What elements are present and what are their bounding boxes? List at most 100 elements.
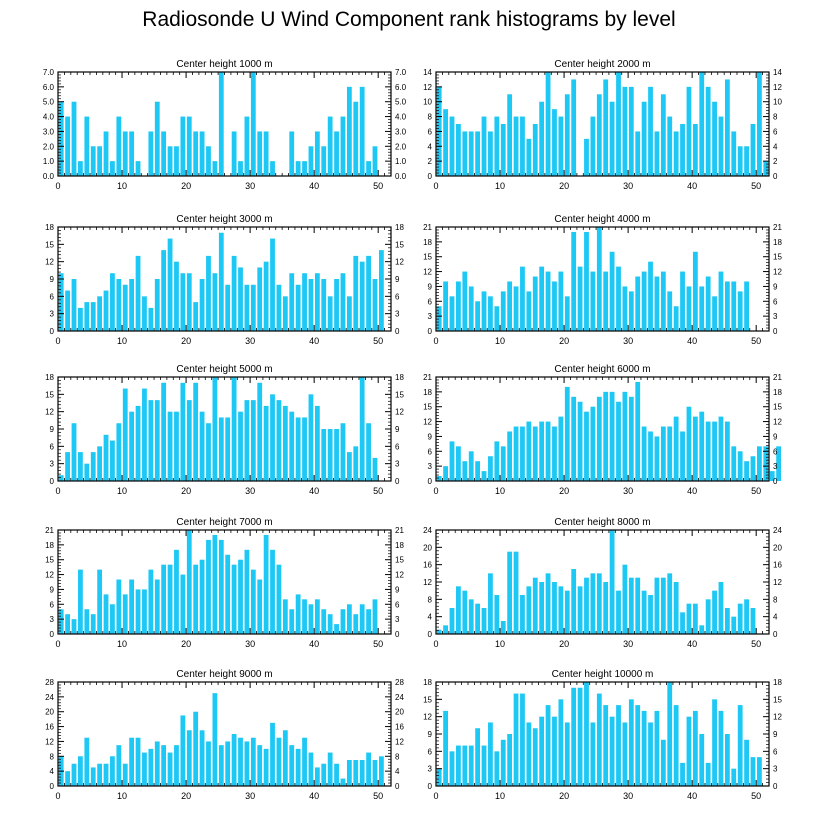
chart6-bar (257, 579, 263, 634)
chart0-y-tick-label-left: 5.0 (43, 98, 55, 107)
chart6-bar (193, 564, 199, 634)
chart5-y-tick-label-right: 12 (773, 418, 782, 427)
chart4-bar (84, 463, 90, 481)
chart5-y-tick-label-left: 3 (428, 462, 433, 471)
chart3-bar (577, 266, 583, 331)
chart8-bar (110, 756, 115, 786)
chart8-y-tick-label-left: 16 (45, 723, 54, 732)
chart3-bar (660, 271, 666, 331)
chart3-x-tick-label: 10 (495, 336, 505, 346)
chart1-bar (558, 116, 564, 176)
chart8-bar (340, 778, 346, 786)
chart1-bar (692, 124, 698, 176)
chart1-bar (609, 101, 615, 176)
chart2-bar (154, 279, 160, 331)
chart4-title: Center height 5000 m (176, 364, 272, 375)
chart5-bar (635, 381, 641, 481)
chart6-bar (295, 594, 301, 634)
chart4-y-tick-label-right: 6 (395, 442, 400, 451)
chart3-y-tick-label-left: 6 (428, 297, 433, 306)
chart5-bar (436, 476, 442, 481)
chart6-y-tick-label-right: 15 (395, 556, 404, 565)
chart3-bar (545, 271, 551, 331)
chart8-bar (372, 760, 378, 786)
chart6-y-tick-label-left: 6 (50, 600, 55, 609)
chart9-bar (475, 728, 481, 786)
chart7-bar (686, 603, 692, 634)
chart8-y-tick-label-right: 12 (395, 737, 404, 746)
chart0-y-tick-label-left: 7.0 (43, 68, 55, 77)
chart2-x-tick-label: 10 (117, 336, 127, 346)
chart1-bar (462, 131, 468, 176)
chart7-bar (456, 586, 461, 634)
chart9-bar (724, 734, 730, 786)
chart1-bar (622, 86, 628, 176)
chart9-bar (712, 699, 717, 786)
chart5-bar (500, 446, 506, 481)
chart9-bar (596, 693, 602, 786)
chart8-bar (359, 760, 365, 786)
chart1-x-tick-label: 0 (433, 181, 438, 191)
chart6-bar (359, 604, 365, 634)
chart1-bar (475, 131, 481, 176)
chart2-y-tick-label-left: 15 (45, 240, 54, 249)
chart2-bar (346, 296, 352, 331)
chart1-bar (520, 116, 525, 176)
chart1-y-tick-label-left: 6 (428, 127, 433, 136)
chart2-y-tick-label-left: 18 (45, 223, 54, 232)
chart3-x-tick-label: 40 (687, 336, 697, 346)
chart4-bar (225, 417, 231, 481)
chart6-y-tick-label-right: 9 (395, 585, 400, 594)
chart3-x-tick-label: 0 (433, 336, 438, 346)
chart3-y-tick-label-right: 12 (773, 268, 782, 277)
chart1-bar (731, 131, 737, 176)
chart1-bar (564, 94, 570, 176)
chart1-bar (660, 94, 666, 176)
chart5-bar (692, 416, 698, 481)
chart1-bar (571, 79, 577, 176)
chart2-bar (71, 279, 77, 331)
chart6-bar (263, 534, 269, 634)
chart1-y-tick-label-left: 4 (428, 142, 433, 151)
chart1-bar (449, 116, 455, 176)
chart8-bar (308, 752, 314, 786)
chart0-bar (238, 161, 243, 176)
chart5-bar (616, 401, 621, 481)
chart7-bar (699, 625, 705, 634)
chart4-bar (103, 434, 109, 481)
chart7-bar (609, 530, 615, 634)
chart9-bar (564, 722, 570, 786)
chart7-bar (577, 586, 583, 634)
chart7-y-tick-label-left: 16 (423, 561, 432, 570)
chart3-y-tick-label-left: 21 (423, 223, 432, 232)
chart6-y-tick-label-left: 15 (45, 556, 54, 565)
chart0-bar (250, 72, 256, 176)
chart1-bar (616, 72, 621, 176)
chart9-bar (673, 705, 679, 786)
chart0-bar (372, 146, 378, 176)
chart1-y-tick-label-right: 8 (773, 113, 778, 122)
chart7-x-tick-label: 20 (559, 639, 569, 649)
chart9-x-tick-label: 50 (751, 791, 761, 801)
chart4-bar (167, 411, 173, 481)
chart0-bar (110, 161, 115, 176)
chart1-x-tick-label: 20 (559, 181, 569, 191)
chart4-bar (327, 429, 333, 481)
chart2-bar (314, 273, 320, 331)
chart3-y-tick-label-left: 18 (423, 238, 432, 247)
chart3-bar (616, 266, 621, 331)
chart5-y-tick-label-left: 18 (423, 388, 432, 397)
chart7-y-tick-label-right: 20 (773, 543, 782, 552)
chart7-bar (654, 577, 660, 634)
chart2-bar (218, 232, 224, 331)
chart4-bar (180, 382, 186, 481)
chart5-bar (731, 446, 737, 481)
chart0-bar (212, 161, 218, 176)
chart1-y-tick-label-right: 6 (773, 127, 778, 136)
chart3-bar (673, 306, 679, 331)
chart6-x-tick-label: 0 (55, 639, 60, 649)
chart3-x-tick-label: 30 (623, 336, 633, 346)
chart0-y-tick-label-right: 2.0 (395, 142, 407, 151)
chart5-bar (769, 471, 775, 481)
chart7-y-tick-label-right: 12 (773, 578, 782, 587)
